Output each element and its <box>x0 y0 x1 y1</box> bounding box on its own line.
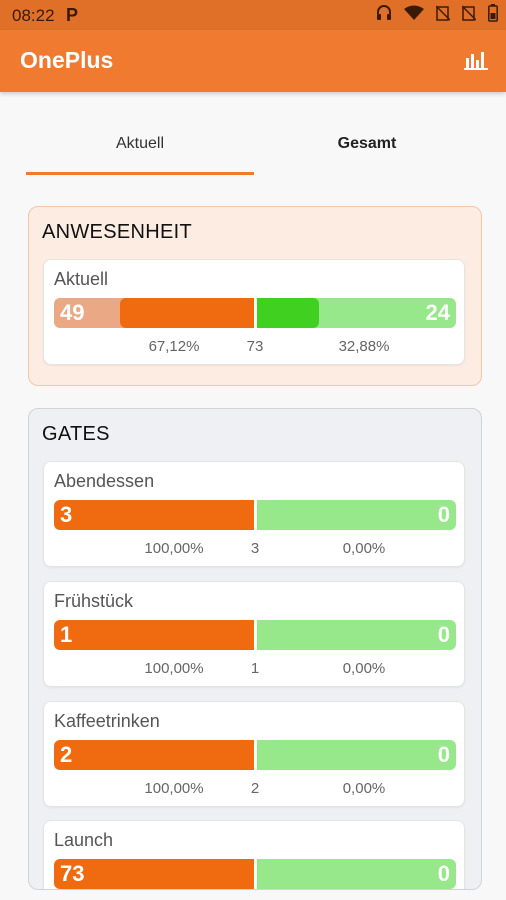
present-percent: 100,00% <box>144 780 204 797</box>
status-icons <box>376 4 498 22</box>
absent-bar: 24 <box>257 298 456 328</box>
tab-aktuell[interactable]: Aktuell <box>115 135 165 152</box>
gates-heading: GATES <box>42 423 110 445</box>
gates-panel: GATES Abendessen 3 0 100,00% 3 0,00% Frü… <box>28 408 482 890</box>
app-bar: OnePlus <box>0 30 506 92</box>
present-fill <box>120 298 254 328</box>
absent-count: 0 <box>437 622 450 647</box>
gate-label: Abendessen <box>54 471 155 491</box>
gate-bar: 2 0 <box>54 740 456 770</box>
absent-count: 24 <box>425 300 450 325</box>
no-sim-icon <box>462 5 476 21</box>
present-bar: 3 <box>54 500 254 530</box>
absent-bar: 0 <box>257 859 456 889</box>
absent-bar: 0 <box>257 740 456 770</box>
present-count: 49 <box>60 300 85 325</box>
attendance-card[interactable]: Aktuell 49 24 67,12% 73 32,88% <box>43 259 465 365</box>
gate-label: Kaffeetrinken <box>54 711 160 731</box>
gate-stats: 100,00% 1 0,00% <box>54 660 456 678</box>
absent-percent: 0,00% <box>342 780 386 797</box>
attendance-bar: 49 24 <box>54 298 456 328</box>
gate-card[interactable]: Launch 73 0 <box>43 820 465 889</box>
gate-bar: 1 0 <box>54 620 456 650</box>
tab-gesamt[interactable]: Gesamt <box>337 135 397 152</box>
present-bar: 49 <box>54 298 254 328</box>
present-bar: 2 <box>54 740 254 770</box>
status-time: 08:22 <box>12 6 55 25</box>
total-count: 2 <box>250 780 260 797</box>
headset-icon <box>377 5 391 20</box>
gate-card[interactable]: Kaffeetrinken 2 0 100,00% 2 0,00% <box>43 701 465 807</box>
attendance-panel: ANWESENHEIT Aktuell 49 24 67,12% 73 32,8… <box>28 206 482 386</box>
absent-count: 0 <box>437 861 450 886</box>
total-count: 1 <box>250 660 260 677</box>
absent-bar: 0 <box>257 620 456 650</box>
gate-stats: 100,00% 2 0,00% <box>54 780 456 798</box>
absent-percent: 0,00% <box>342 540 386 557</box>
present-count: 2 <box>60 742 73 767</box>
absent-bar: 0 <box>257 500 456 530</box>
present-percent: 67,12% <box>148 338 200 355</box>
attendance-heading: ANWESENHEIT <box>42 221 192 243</box>
status-bar: 08:22 P <box>0 0 506 30</box>
total-count: 73 <box>246 338 264 355</box>
present-count: 73 <box>60 861 85 886</box>
app-title: OnePlus <box>20 47 114 73</box>
total-count: 3 <box>250 540 260 557</box>
present-percent: 100,00% <box>144 660 204 677</box>
gate-bar: 3 0 <box>54 500 456 530</box>
absent-fill <box>257 298 319 328</box>
present-count: 1 <box>60 622 73 647</box>
gate-bar: 73 0 <box>54 859 456 889</box>
no-signal-icon <box>436 5 450 21</box>
attendance-stats: 67,12% 73 32,88% <box>54 338 456 356</box>
present-bar: 73 <box>54 859 254 889</box>
tab-indicator <box>26 172 254 175</box>
absent-count: 0 <box>437 742 450 767</box>
present-count: 3 <box>60 502 73 527</box>
gate-card[interactable]: Frühstück 1 0 100,00% 1 0,00% <box>43 581 465 687</box>
absent-percent: 32,88% <box>338 338 390 355</box>
absent-percent: 0,00% <box>342 660 386 677</box>
gate-label: Launch <box>54 830 114 850</box>
bar-chart-icon[interactable] <box>464 50 488 70</box>
present-bar: 1 <box>54 620 254 650</box>
absent-count: 0 <box>437 502 450 527</box>
wifi-icon <box>404 5 424 20</box>
gate-label: Frühstück <box>54 591 134 611</box>
battery-icon <box>488 4 498 22</box>
present-percent: 100,00% <box>144 540 204 557</box>
gate-card[interactable]: Abendessen 3 0 100,00% 3 0,00% <box>43 461 465 567</box>
gate-stats: 100,00% 3 0,00% <box>54 540 456 558</box>
parking-notification-icon: P <box>66 5 79 25</box>
tab-bar: Aktuell Gesamt <box>0 112 506 176</box>
card-label: Aktuell <box>54 269 109 289</box>
